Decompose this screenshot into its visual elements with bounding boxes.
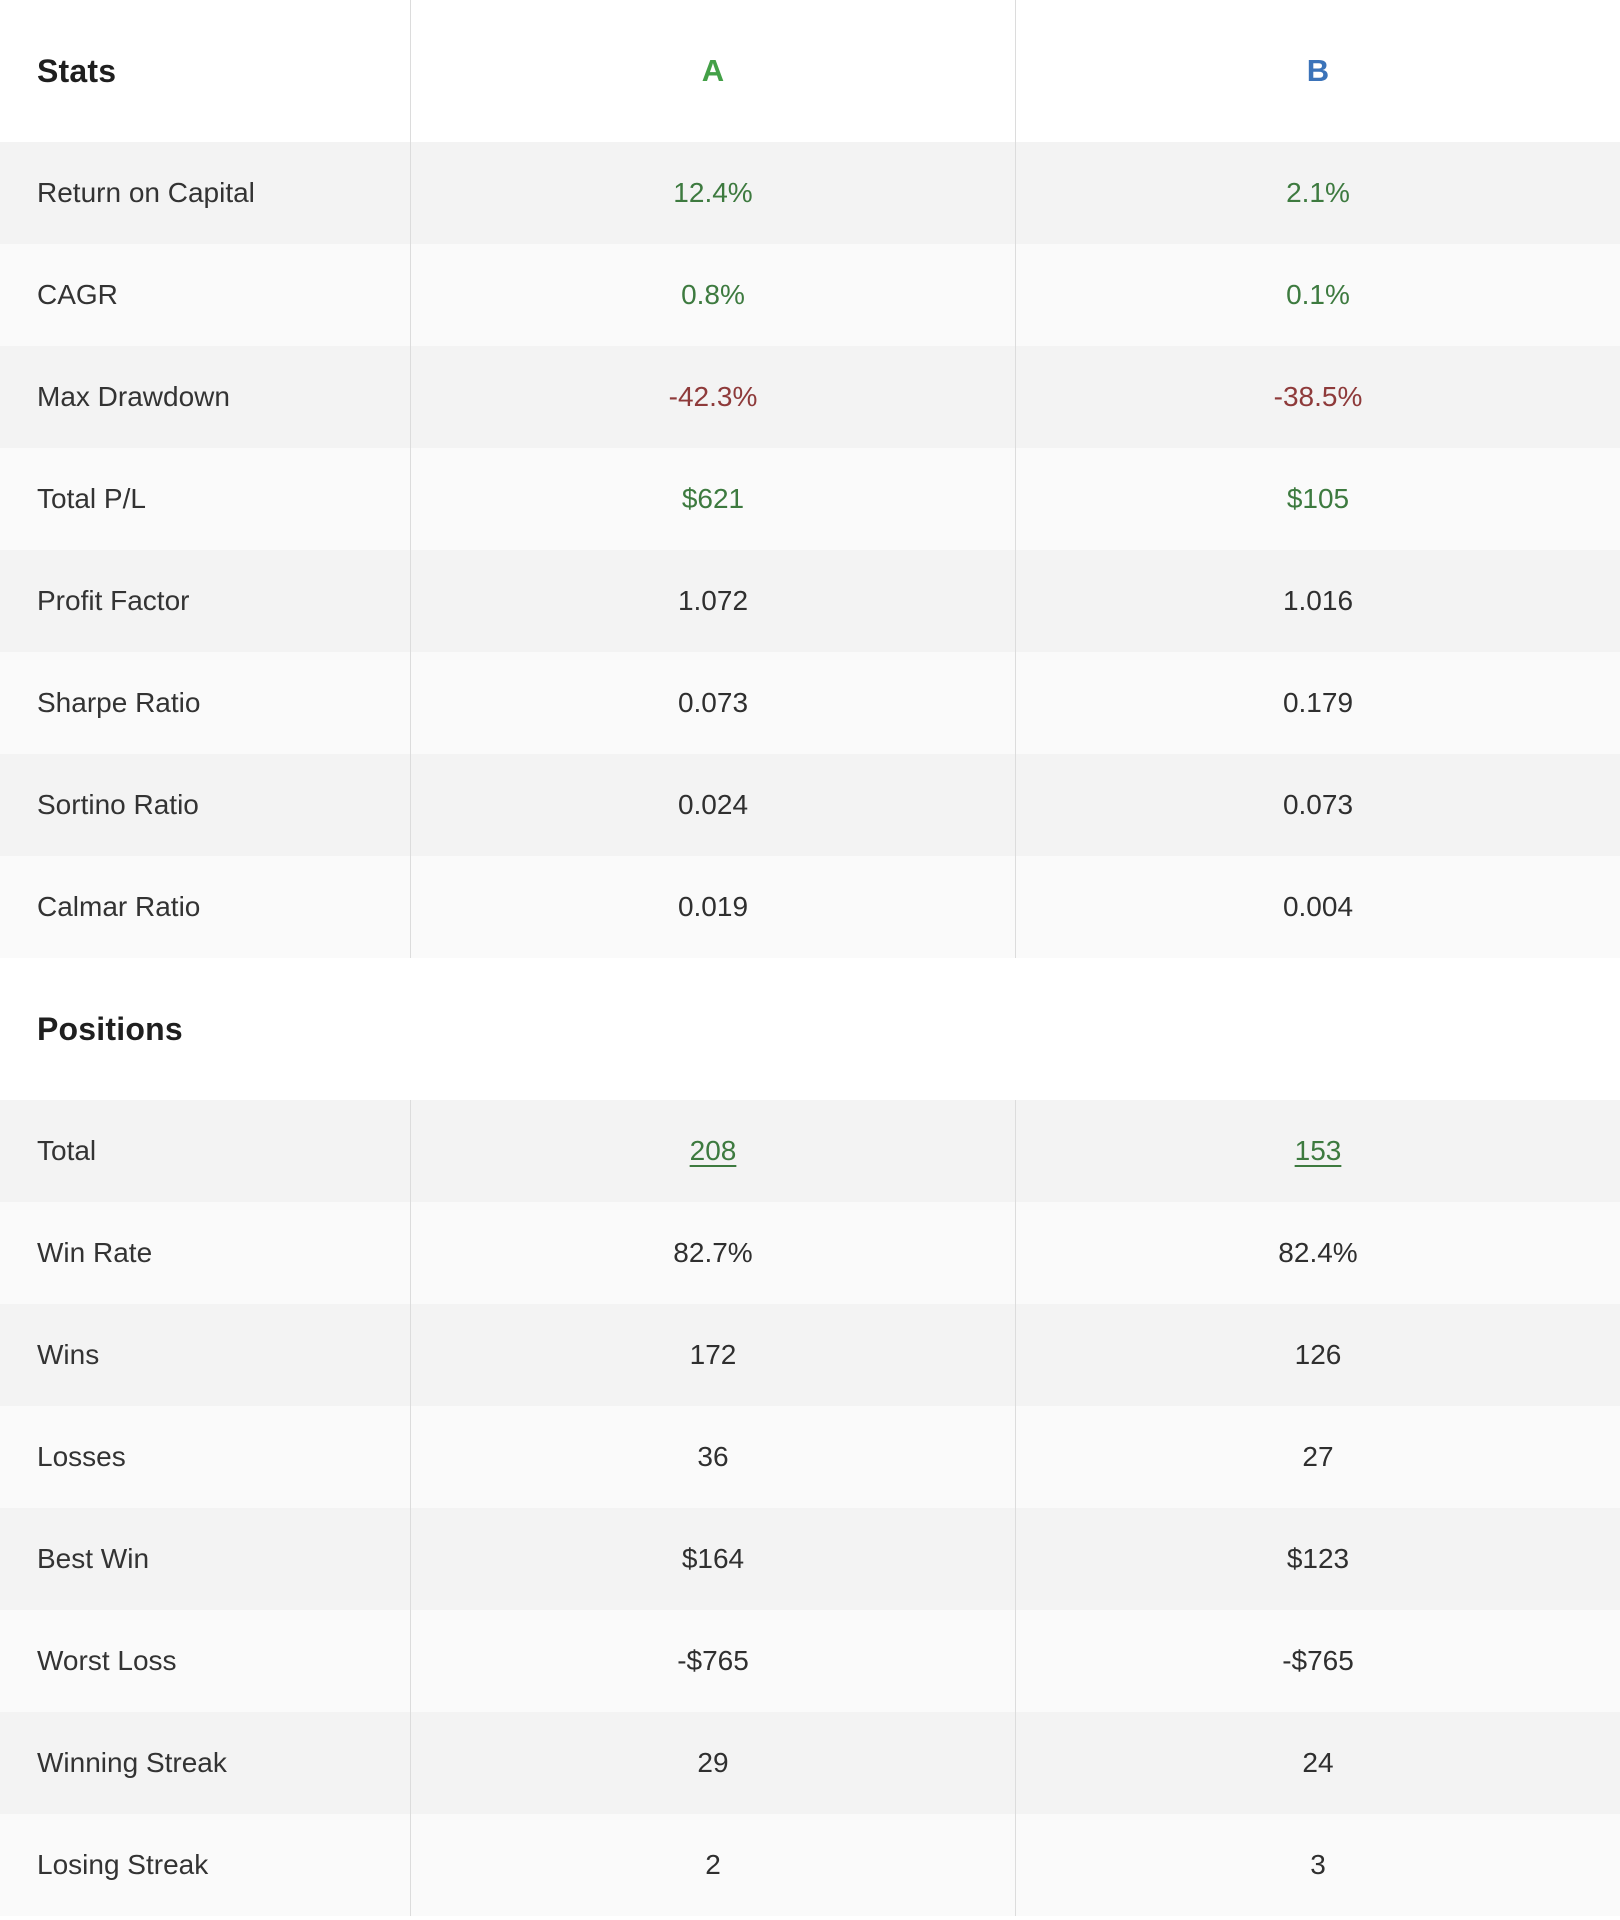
value-b: 3	[1015, 1814, 1620, 1916]
value-a: 0.024	[410, 754, 1015, 856]
value-a: 29	[410, 1712, 1015, 1814]
table-row-best-win: Best Win $164 $123	[0, 1508, 1620, 1610]
row-label: Return on Capital	[37, 177, 255, 208]
value-a: $164	[410, 1508, 1015, 1610]
row-label: Win Rate	[37, 1237, 153, 1268]
value-b: 82.4%	[1015, 1202, 1620, 1304]
value-b: 0.179	[1015, 652, 1620, 754]
positions-section-body: Total 208 153 Win Rate 82.7% 82.4% Wins …	[0, 1100, 1620, 1916]
value-b: -$765	[1015, 1610, 1620, 1712]
table-row-losses: Losses 36 27	[0, 1406, 1620, 1508]
value-a: 82.7%	[410, 1202, 1015, 1304]
row-label: Total	[37, 1135, 97, 1166]
table-row-wins: Wins 172 126	[0, 1304, 1620, 1406]
column-header-b: B	[1015, 0, 1620, 142]
row-label: Losses	[37, 1441, 126, 1472]
row-label: Wins	[37, 1339, 100, 1370]
row-label: Sharpe Ratio	[37, 687, 201, 718]
table-row-total-pl: Total P/L $621 $105	[0, 448, 1620, 550]
value-a: -42.3%	[410, 346, 1015, 448]
table-row-sortino-ratio: Sortino Ratio 0.024 0.073	[0, 754, 1620, 856]
table-row-losing-streak: Losing Streak 2 3	[0, 1814, 1620, 1916]
table-row-cagr: CAGR 0.8% 0.1%	[0, 244, 1620, 346]
row-label: Calmar Ratio	[37, 891, 201, 922]
column-header-a: A	[410, 0, 1015, 142]
table-row-max-drawdown: Max Drawdown -42.3% -38.5%	[0, 346, 1620, 448]
value-b: 27	[1015, 1406, 1620, 1508]
value-b: 24	[1015, 1712, 1620, 1814]
value-b: $123	[1015, 1508, 1620, 1610]
value-a: 0.073	[410, 652, 1015, 754]
value-a: -$765	[410, 1610, 1015, 1712]
table-row-win-rate: Win Rate 82.7% 82.4%	[0, 1202, 1620, 1304]
stats-section-title: Stats	[37, 52, 117, 89]
value-a: 0.8%	[410, 244, 1015, 346]
row-label: Winning Streak	[37, 1747, 227, 1778]
table-row-total-positions: Total 208 153	[0, 1100, 1620, 1202]
row-label: Best Win	[37, 1543, 150, 1574]
row-label: Losing Streak	[37, 1849, 209, 1880]
positions-section-title: Positions	[37, 1010, 183, 1047]
row-label: Worst Loss	[37, 1645, 177, 1676]
row-label: Total P/L	[37, 483, 146, 514]
value-a: $621	[410, 448, 1015, 550]
row-label: CAGR	[37, 279, 118, 310]
total-positions-link-b[interactable]: 153	[1015, 1100, 1620, 1202]
table-row-calmar-ratio: Calmar Ratio 0.019 0.004	[0, 856, 1620, 958]
value-b: 126	[1015, 1304, 1620, 1406]
value-b: 2.1%	[1015, 142, 1620, 244]
row-label: Max Drawdown	[37, 381, 230, 412]
total-positions-link-a[interactable]: 208	[410, 1100, 1015, 1202]
row-label: Sortino Ratio	[37, 789, 199, 820]
value-a: 172	[410, 1304, 1015, 1406]
value-b: $105	[1015, 448, 1620, 550]
table-row-winning-streak: Winning Streak 29 24	[0, 1712, 1620, 1814]
value-a: 0.019	[410, 856, 1015, 958]
value-b: 1.016	[1015, 550, 1620, 652]
value-a: 36	[410, 1406, 1015, 1508]
value-b: -38.5%	[1015, 346, 1620, 448]
positions-section-header: Positions	[0, 958, 1620, 1100]
stats-section-header: Stats A B	[0, 0, 1620, 142]
stats-section-body: Return on Capital 12.4% 2.1% CAGR 0.8% 0…	[0, 142, 1620, 958]
table-row-sharpe-ratio: Sharpe Ratio 0.073 0.179	[0, 652, 1620, 754]
value-b: 0.073	[1015, 754, 1620, 856]
value-a: 2	[410, 1814, 1015, 1916]
table-row-worst-loss: Worst Loss -$765 -$765	[0, 1610, 1620, 1712]
row-label: Profit Factor	[37, 585, 190, 616]
value-b: 0.1%	[1015, 244, 1620, 346]
value-b: 0.004	[1015, 856, 1620, 958]
value-a: 12.4%	[410, 142, 1015, 244]
table-row-profit-factor: Profit Factor 1.072 1.016	[0, 550, 1620, 652]
table-row-return-on-capital: Return on Capital 12.4% 2.1%	[0, 142, 1620, 244]
value-a: 1.072	[410, 550, 1015, 652]
